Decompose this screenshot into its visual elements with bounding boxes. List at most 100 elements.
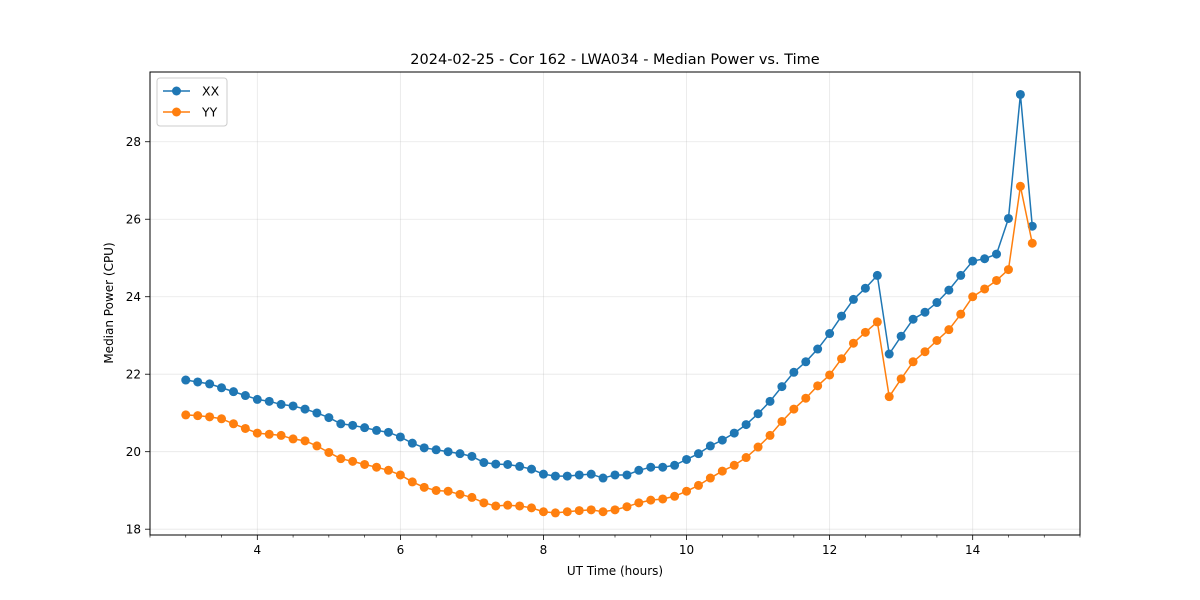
data-point-xx (240, 391, 250, 401)
data-point-yy (801, 393, 811, 403)
data-point-yy (312, 441, 322, 451)
data-point-yy (407, 477, 417, 487)
data-point-xx (228, 387, 238, 397)
data-point-xx (801, 357, 811, 367)
y-tick-label: 26 (126, 213, 141, 227)
data-point-yy (908, 357, 918, 367)
legend: XX YY (156, 77, 228, 127)
data-point-yy (300, 436, 310, 446)
data-point-xx (765, 396, 775, 406)
data-point-yy (503, 500, 513, 510)
data-point-yy (538, 507, 548, 517)
data-point-yy (586, 505, 596, 515)
data-point-yy (562, 507, 572, 517)
data-point-yy (240, 423, 250, 433)
data-point-yy (646, 495, 656, 505)
data-point-yy (610, 505, 620, 515)
data-point-yy (992, 275, 1002, 285)
data-point-yy (467, 492, 477, 502)
data-point-yy (360, 459, 370, 469)
data-point-yy (443, 486, 453, 496)
data-point-yy (837, 354, 847, 364)
data-point-yy (479, 498, 489, 508)
data-point-xx (181, 375, 191, 385)
data-point-xx (610, 470, 620, 480)
y-axis-label: Median Power (CPU) (102, 242, 116, 363)
data-point-xx (705, 441, 715, 451)
data-point-xx (288, 401, 298, 411)
data-point-xx (777, 382, 787, 392)
data-point-yy (896, 374, 906, 384)
series-yy (181, 181, 1037, 518)
data-point-yy (753, 442, 763, 452)
data-point-xx (419, 443, 429, 453)
data-point-yy (658, 494, 668, 504)
data-point-yy (455, 489, 465, 499)
data-point-yy (622, 502, 632, 512)
data-point-yy (228, 419, 238, 429)
legend-label-xx: XX (202, 84, 220, 99)
data-point-yy (193, 411, 203, 421)
data-point-yy (944, 325, 954, 335)
data-point-yy (717, 466, 727, 476)
data-point-xx (348, 420, 358, 430)
data-point-xx (586, 469, 596, 479)
data-point-xx (395, 432, 405, 442)
data-point-xx (634, 465, 644, 475)
data-point-xx (1015, 89, 1025, 99)
data-point-xx (920, 307, 930, 317)
data-point-xx (670, 460, 680, 470)
y-tick-label: 20 (126, 445, 141, 459)
data-point-yy (741, 453, 751, 463)
data-point-yy (729, 460, 739, 470)
data-point-xx (1003, 213, 1013, 223)
data-point-xx (324, 413, 334, 423)
data-point-xx (455, 449, 465, 459)
data-point-xx (550, 471, 560, 481)
data-point-xx (467, 451, 477, 461)
data-point-yy (1027, 238, 1037, 248)
data-point-xx (193, 377, 203, 387)
data-point-yy (515, 501, 525, 511)
legend-marker-yy (172, 107, 181, 117)
data-point-xx (908, 314, 918, 324)
data-point-xx (789, 367, 799, 377)
data-point-xx (407, 438, 417, 448)
data-point-xx (574, 470, 584, 480)
data-point-yy (777, 416, 787, 426)
data-point-xx (932, 298, 942, 308)
data-point-xx (682, 454, 692, 464)
data-point-xx (884, 349, 894, 359)
y-tick-label: 28 (126, 135, 141, 149)
data-point-xx (944, 285, 954, 295)
data-point-yy (693, 480, 703, 490)
data-point-yy (848, 338, 858, 348)
legend-marker-xx (172, 86, 181, 96)
data-point-xx (312, 408, 322, 418)
x-axis-ticks: 4 6 8 10 12 14 (149, 535, 1081, 557)
y-tick-label: 22 (126, 368, 141, 382)
data-point-yy (348, 456, 358, 466)
data-point-xx (443, 447, 453, 457)
x-axis-label: UT Time (hours) (567, 564, 663, 578)
data-point-xx (848, 294, 858, 304)
data-point-yy (264, 429, 274, 439)
data-point-yy (860, 327, 870, 337)
data-point-yy (598, 507, 608, 517)
data-point-xx (717, 435, 727, 445)
data-point-xx (562, 471, 572, 481)
data-point-xx (276, 399, 286, 409)
x-tick-label: 6 (397, 543, 405, 557)
data-point-xx (527, 464, 537, 474)
data-point-yy (574, 506, 584, 516)
data-point-yy (682, 486, 692, 496)
data-point-xx (646, 462, 656, 472)
data-point-xx (217, 383, 227, 393)
data-point-yy (789, 404, 799, 414)
data-point-yy (205, 412, 215, 422)
data-point-yy (372, 462, 382, 472)
data-point-xx (860, 283, 870, 293)
data-point-yy (419, 482, 429, 492)
data-point-yy (813, 381, 823, 391)
